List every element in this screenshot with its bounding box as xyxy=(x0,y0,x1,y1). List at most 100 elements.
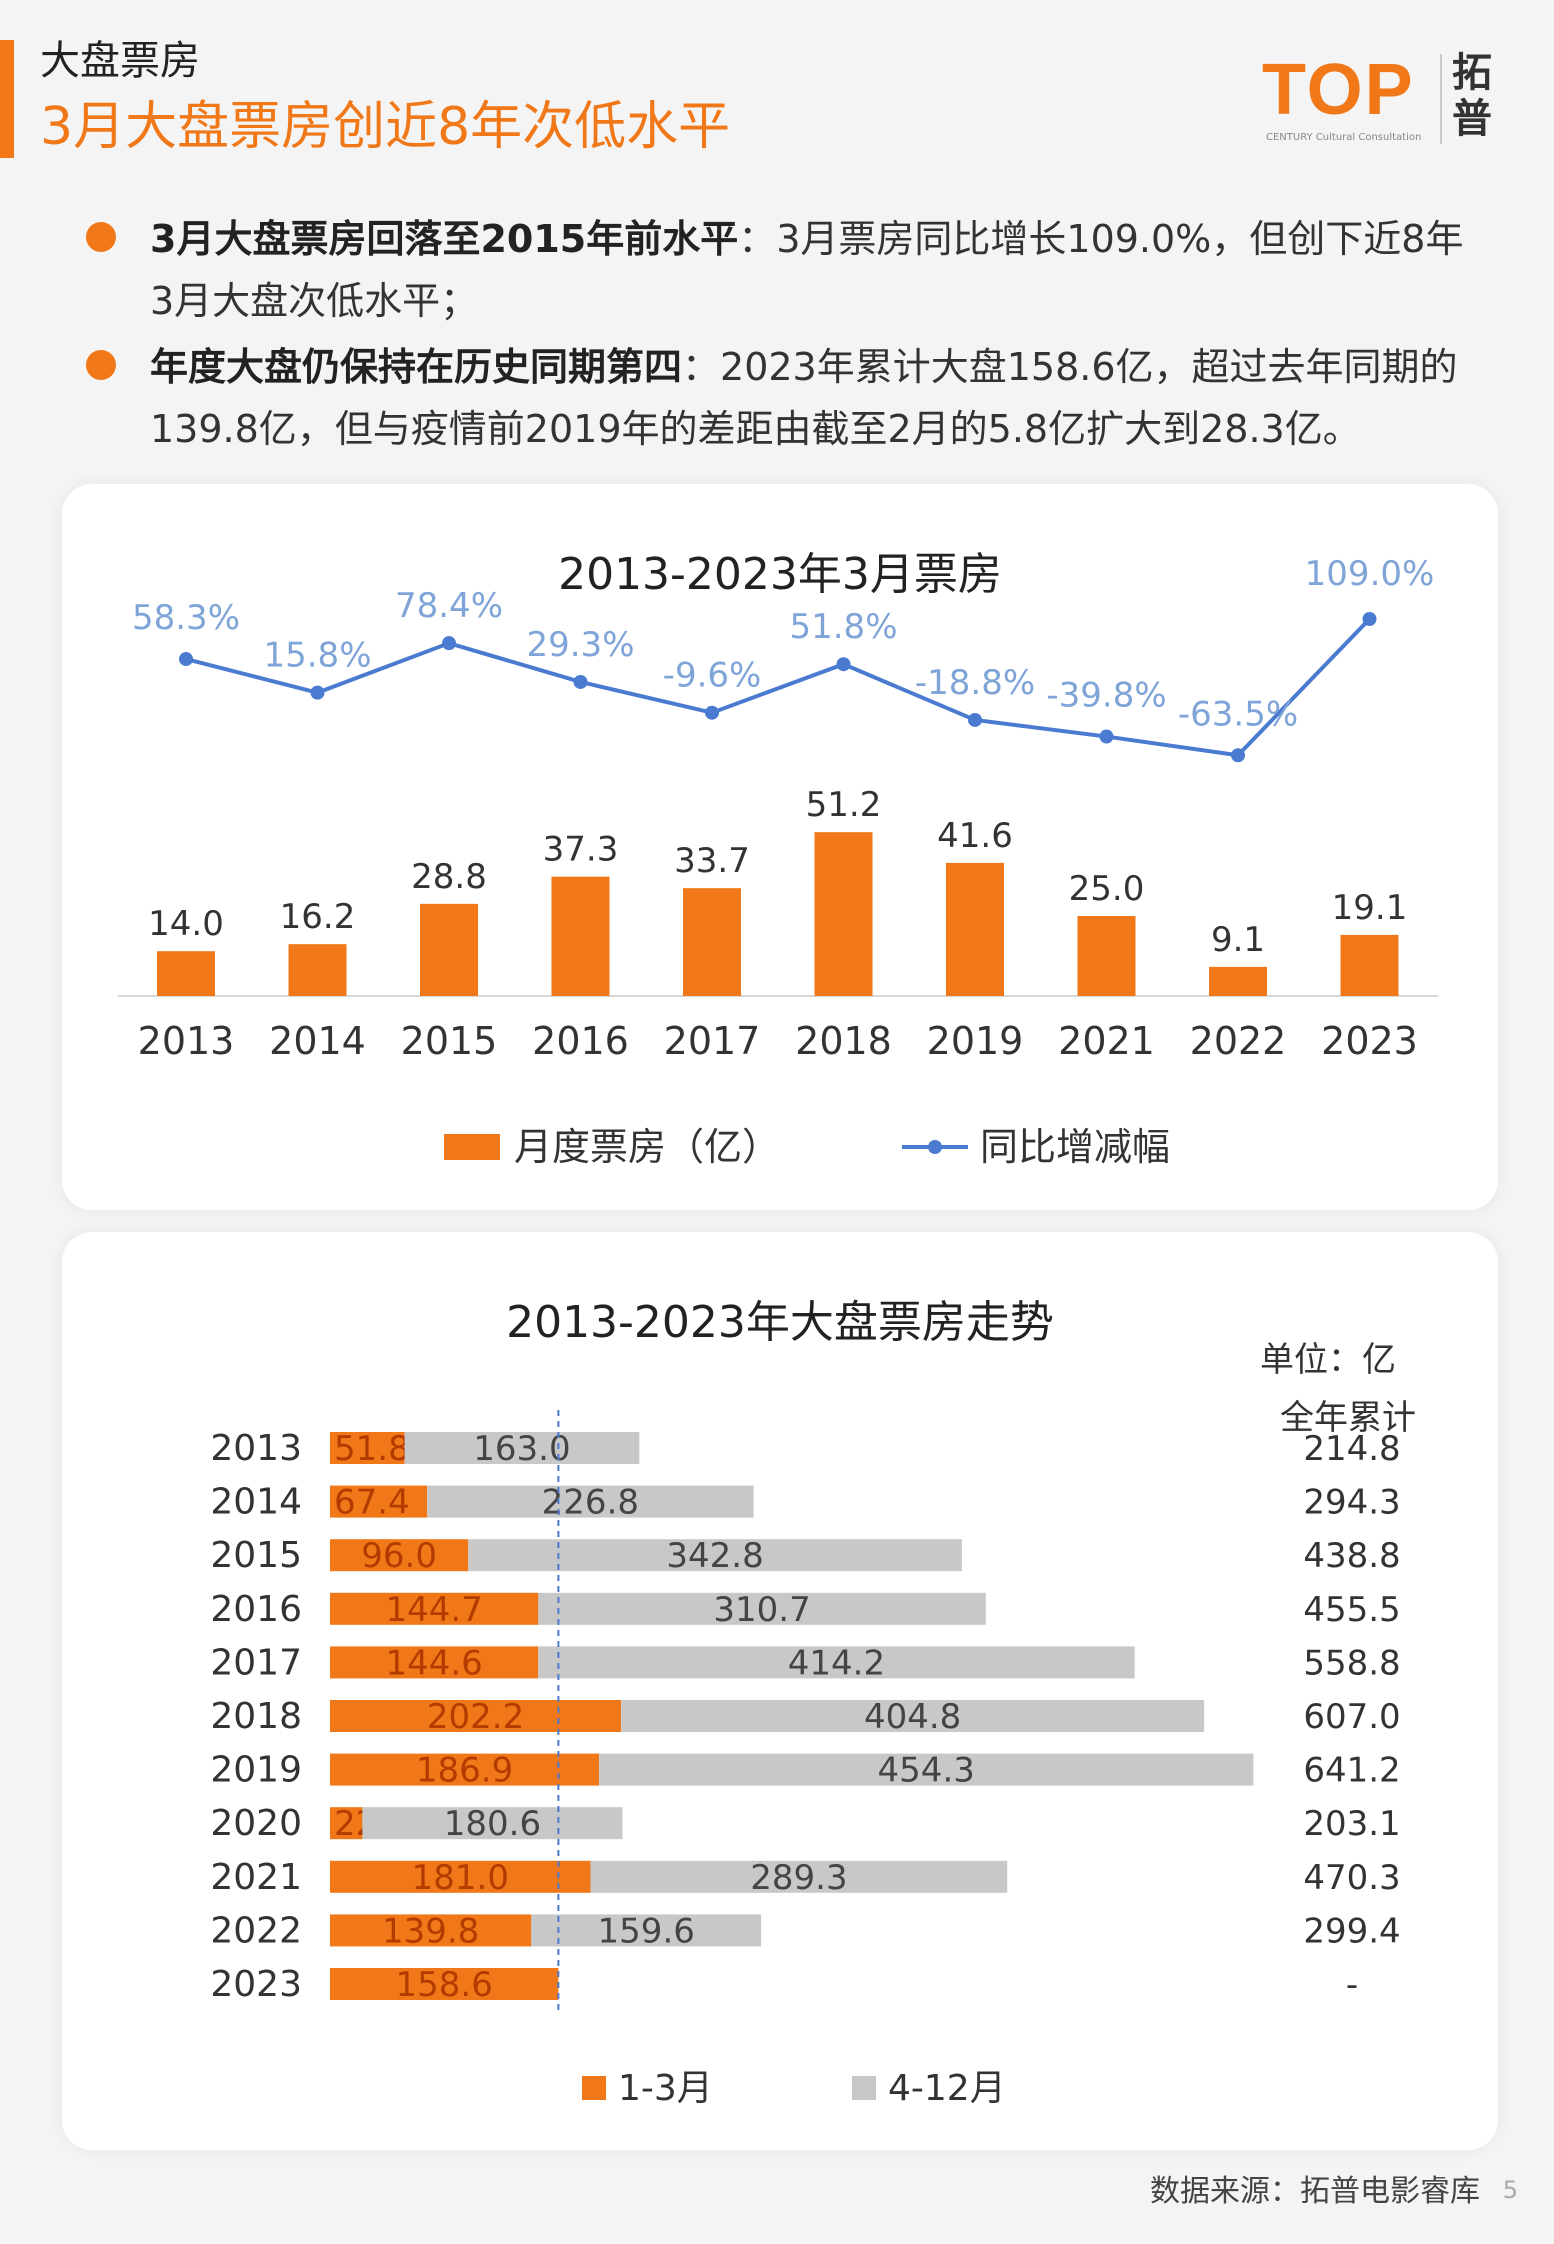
bar-q2-q4-label: 342.8 xyxy=(666,1536,763,1576)
total-value: 558.8 xyxy=(1303,1643,1400,1683)
line-point xyxy=(705,705,719,720)
bar-data-label: 16.2 xyxy=(280,897,356,937)
bar xyxy=(814,832,873,996)
bar xyxy=(288,944,347,996)
bar-q2-q4-label: 454.3 xyxy=(878,1751,975,1791)
total-column-header: 全年累计 xyxy=(1280,1398,1416,1438)
line-point xyxy=(836,657,851,672)
line-point xyxy=(968,712,982,727)
bar-q2-q4-label: 163.0 xyxy=(473,1429,570,1469)
y-tick-label: 2017 xyxy=(210,1642,302,1683)
bullet-dot-icon xyxy=(86,350,116,380)
x-tick-label: 2016 xyxy=(532,1019,629,1063)
bullet-dot-icon xyxy=(86,222,116,252)
y-tick-label: 2019 xyxy=(210,1750,302,1791)
bar-data-label: 28.8 xyxy=(411,857,487,897)
bar-q2-q4-label: 180.6 xyxy=(444,1804,541,1844)
line-point xyxy=(1231,748,1245,763)
line-data-label: -9.6% xyxy=(663,656,762,696)
yoy-line xyxy=(185,617,1371,758)
bar-q2-q4 xyxy=(468,1539,962,1572)
bar-q2-q4 xyxy=(538,1646,1135,1679)
bar-q2-q4-label: 289.3 xyxy=(750,1858,847,1898)
bar-q1-label: 144.7 xyxy=(386,1590,483,1630)
march-boxoffice-card: 2013-2023年3月票房 14.0 2013 16.2 2014 28.8 2015 3… xyxy=(62,484,1498,1210)
bar-q1-label: 67.4 xyxy=(334,1483,410,1523)
march-boxoffice-chart: 14.0 2013 16.2 2014 28.8 2015 37.3 2016 33.7 2017… xyxy=(118,554,1438,1169)
line-data-label: 78.4% xyxy=(395,586,503,626)
bar-q2-q4 xyxy=(599,1753,1254,1786)
line-data-label: 29.3% xyxy=(526,625,634,665)
bar xyxy=(551,876,610,996)
bar xyxy=(946,862,1004,996)
y-tick-label: 2016 xyxy=(210,1589,302,1630)
unit-label: 单位：亿 xyxy=(1260,1340,1396,1380)
x-tick-label: 2013 xyxy=(138,1019,235,1063)
total-value: 641.2 xyxy=(1303,1751,1400,1791)
bar-q2-q4 xyxy=(538,1592,986,1625)
page-number: 5 xyxy=(1502,2176,1518,2204)
bar xyxy=(1340,934,1399,996)
bar-q2-q4-label: 414.2 xyxy=(788,1643,885,1683)
x-tick-label: 2019 xyxy=(927,1019,1024,1063)
total-value: 203.1 xyxy=(1303,1804,1400,1844)
bar-q1 xyxy=(330,1485,428,1518)
data-source: 数据来源：拓普电影睿库 xyxy=(1150,2174,1480,2209)
x-tick-label: 2014 xyxy=(269,1019,366,1063)
x-tick-label: 2018 xyxy=(795,1019,892,1063)
x-tick-label: 2022 xyxy=(1190,1019,1287,1063)
bar-q1 xyxy=(330,1968,559,2000)
annual-trend-chart: 2013 51.8 163.0 214.8 2014 67.4 226.8 294.3 2015… xyxy=(210,1410,1401,2109)
bar-q2-q4 xyxy=(427,1485,754,1518)
page-title: 3月大盘票房创近8年次低水平 xyxy=(40,97,731,157)
bar-q2-q4 xyxy=(531,1914,762,1947)
line-point xyxy=(310,685,325,700)
total-value: 299.4 xyxy=(1303,1911,1400,1951)
bar-q1 xyxy=(330,1914,532,1947)
total-value: - xyxy=(1346,1965,1358,2005)
y-tick-label: 2013 xyxy=(210,1428,302,1469)
bar-q1 xyxy=(330,1539,469,1572)
x-tick-label: 2021 xyxy=(1058,1019,1155,1063)
total-value: 470.3 xyxy=(1303,1858,1400,1898)
line-point xyxy=(573,674,588,689)
bullet-lead: 年度大盘仍保持在历史同期第四 xyxy=(150,345,683,389)
y-tick-label: 2018 xyxy=(210,1696,302,1737)
bar-data-label: 37.3 xyxy=(543,830,619,870)
total-value: 607.0 xyxy=(1303,1697,1400,1737)
line-point xyxy=(442,636,456,651)
line-point xyxy=(1099,729,1114,744)
y-tick-label: 2020 xyxy=(210,1803,302,1844)
logo-divider xyxy=(1440,54,1442,144)
line-data-label: 109.0% xyxy=(1305,554,1435,594)
bar-q2-q4-label: 404.8 xyxy=(864,1697,961,1737)
legend-line-label: 同比增减幅 xyxy=(980,1125,1170,1169)
bar-q1 xyxy=(330,1700,622,1732)
bar xyxy=(157,951,215,996)
bullet-lead: 3月大盘票房回落至2015年前水平 xyxy=(150,217,739,261)
bar-q1 xyxy=(330,1592,539,1625)
annual-trend-card: 2013-2023年大盘票房走势 单位：亿 全年累计 2013 51.8 163.0… xyxy=(62,1232,1498,2150)
legend-bar-swatch xyxy=(444,1134,500,1160)
total-value: 438.8 xyxy=(1303,1536,1400,1576)
total-value: 214.8 xyxy=(1303,1429,1400,1469)
total-value: 294.3 xyxy=(1303,1483,1400,1523)
bar-q1-label: 202.2 xyxy=(427,1697,524,1737)
bar-data-label: 33.7 xyxy=(674,841,750,881)
logo-tagline: CENTURY Cultural Consultation xyxy=(1266,132,1422,143)
bar-q2-q4-label: 226.8 xyxy=(542,1483,639,1523)
bar-q1-label: 181.0 xyxy=(412,1858,509,1898)
line-data-label: 58.3% xyxy=(132,598,240,638)
chart-title: 2013-2023年3月票房 xyxy=(558,549,1002,600)
bar-data-label: 19.1 xyxy=(1332,888,1408,928)
line-point xyxy=(1362,612,1377,626)
legend-q2-q4-label: 4-12月 xyxy=(888,2068,1006,2109)
x-tick-label: 2023 xyxy=(1321,1019,1418,1063)
bar-q1 xyxy=(330,1753,600,1786)
bullet-text: ：3月票房同比增长109.0%，但创下近8年3月大盘次低水平； xyxy=(150,217,1464,323)
bar-q1 xyxy=(330,1432,405,1464)
bar-data-label: 14.0 xyxy=(148,904,224,944)
bar-q1-label: 158.6 xyxy=(396,1965,493,2005)
line-data-label: -18.8% xyxy=(915,663,1035,703)
bar xyxy=(683,888,741,996)
